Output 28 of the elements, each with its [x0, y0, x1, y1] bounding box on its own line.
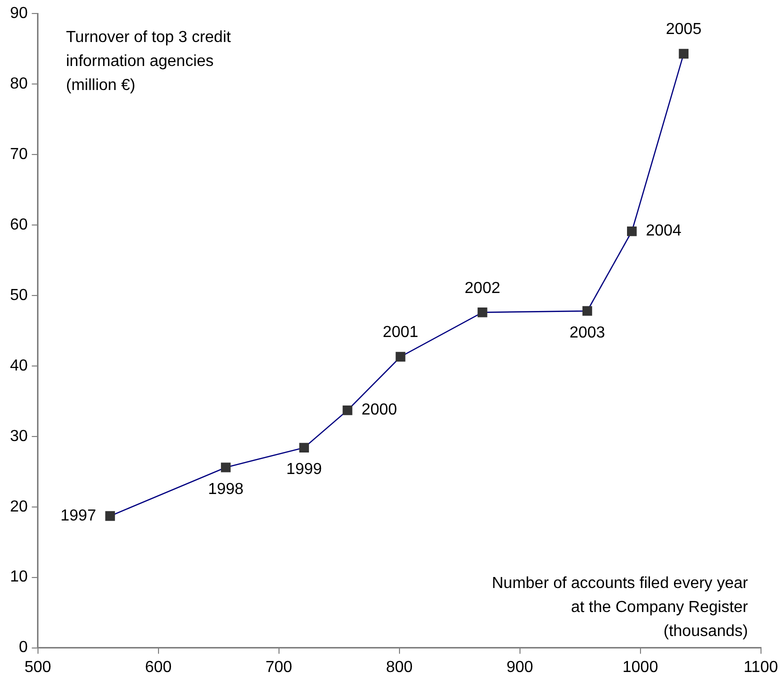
annotation: 2003 [569, 324, 606, 342]
annotation: 2004 [646, 222, 682, 240]
x-tick-label: 500 [24, 658, 52, 676]
y-tick-label: 50 [10, 286, 28, 304]
annotation: 1999 [286, 461, 322, 478]
annotation: 2001 [382, 324, 418, 342]
y-tick-label: 80 [10, 75, 28, 92]
y-tick-label: 60 [10, 216, 28, 234]
y-tick-label: 30 [10, 428, 28, 445]
x-tick-label: 700 [265, 658, 292, 676]
y-tick-label: 70 [10, 146, 28, 163]
annotation: 1997 [60, 507, 96, 524]
annotation: 2000 [361, 402, 398, 419]
annotation: 2005 [666, 21, 702, 38]
y-tick-label: 0 [18, 639, 28, 656]
x-tick-label: 1100 [744, 658, 778, 676]
annotation: 2002 [464, 280, 500, 297]
x-tick-label: 1000 [622, 658, 658, 676]
x-tick-label: 900 [506, 658, 534, 676]
y-tick-label: 10 [10, 568, 28, 586]
y-tick-label: 40 [10, 357, 28, 374]
x-tick-label: 800 [386, 658, 413, 676]
x-tick-label: 600 [144, 658, 172, 676]
annotation: 1998 [208, 480, 244, 498]
y-axis-title: Turnover of top 3 credit information agencies (million €) [66, 28, 232, 96]
y-tick-label: 20 [10, 498, 28, 516]
x-axis-title: Number of accounts filed every year at the Company Register (thousands) [490, 574, 748, 642]
y-tick-label: 90 [10, 5, 28, 22]
